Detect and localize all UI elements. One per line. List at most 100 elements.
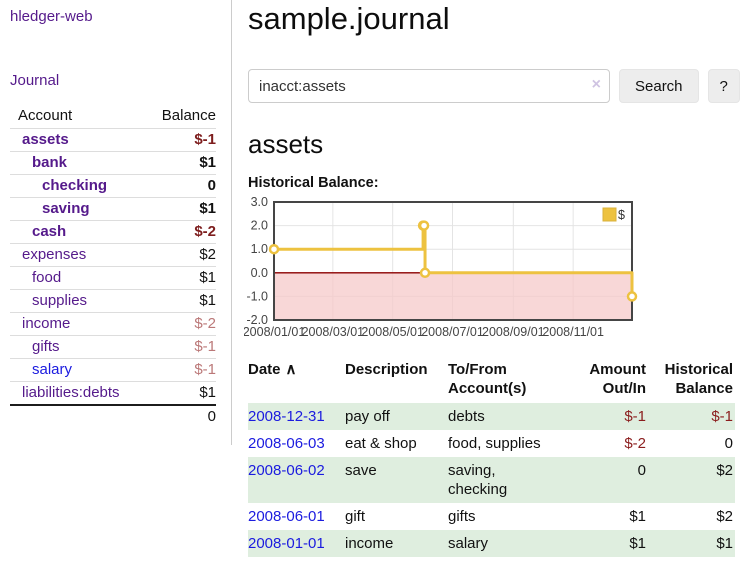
account-link-income[interactable]: income	[22, 315, 71, 332]
account-cell: assets	[10, 128, 148, 152]
transaction-date-cell: 2008-06-01	[248, 503, 345, 530]
account-link-supplies[interactable]: supplies	[32, 292, 88, 309]
accounts-total-row: 0	[10, 404, 216, 428]
svg-text:2008/05/01: 2008/05/01	[361, 325, 424, 339]
chart-data-point	[418, 220, 430, 231]
account-link-food[interactable]: food	[32, 269, 62, 286]
hledger-web-app: hledger-web Journal Account Balance asse…	[0, 0, 740, 557]
account-cell: gifts	[10, 335, 148, 359]
transaction-row: 2008-06-03 eat & shop food, supplies $-2 0	[248, 430, 735, 457]
register-header-description: Description	[345, 358, 448, 403]
transaction-accounts: food, supplies	[448, 435, 541, 452]
transaction-date-link[interactable]: 2008-01-01	[248, 535, 325, 552]
transaction-description: gift	[345, 508, 366, 525]
svg-text:3.0: 3.0	[251, 197, 268, 209]
transaction-accounts: debts	[448, 408, 485, 425]
accounts-header-balance: Balance	[161, 107, 216, 124]
account-link-cash[interactable]: cash	[32, 223, 67, 240]
transaction-description: pay off	[345, 408, 390, 425]
accounts-table: Account Balance assets $-1 bank $1 checking 0…	[10, 104, 216, 428]
transaction-amount: $-1	[624, 408, 646, 425]
transaction-date-link[interactable]: 2008-06-01	[248, 508, 325, 525]
account-link-saving[interactable]: saving	[42, 200, 90, 217]
account-link-bank[interactable]: bank	[32, 154, 68, 171]
account-balance: $2	[147, 243, 216, 267]
account-cell: salary	[10, 358, 148, 382]
account-balance: $1	[147, 289, 216, 313]
accounts-total-spacer	[10, 404, 148, 428]
svg-text:2008/07/01: 2008/07/01	[421, 325, 484, 339]
chart-data-point	[626, 291, 638, 302]
search-input[interactable]	[248, 69, 610, 103]
transaction-date-link[interactable]: 2008-12-31	[248, 408, 325, 425]
chart-data-point	[268, 243, 280, 255]
help-button[interactable]: ?	[707, 69, 740, 103]
svg-text:-1.0: -1.0	[246, 289, 268, 303]
account-link-liabilities-debts[interactable]: liabilities:debts	[22, 384, 120, 401]
account-balance: $1	[147, 266, 216, 290]
account-balance: $-1	[147, 335, 216, 359]
accounts-header-row: Account Balance	[10, 104, 216, 129]
transaction-accounts: saving, checking	[448, 462, 508, 498]
account-row: supplies $1	[10, 289, 216, 313]
account-balance: $-2	[147, 220, 216, 244]
transaction-balance: $1	[716, 535, 733, 552]
transaction-row: 2008-06-02 save saving, checking 0 $2	[248, 457, 735, 503]
account-link-assets[interactable]: assets	[22, 131, 69, 148]
account-row: bank $1	[10, 151, 216, 175]
register-header-row: Date ∧ Description To/From Account(s) Amount O…	[248, 358, 735, 403]
sidebar-item-journal[interactable]: Journal	[10, 72, 60, 89]
account-row: assets $-1	[10, 128, 216, 152]
transaction-date-link[interactable]: 2008-06-02	[248, 462, 325, 479]
account-cell: liabilities:debts	[10, 381, 148, 405]
account-balance: $1	[147, 381, 216, 405]
chart-legend-label: $	[618, 208, 625, 222]
register-header-label: Balance	[675, 380, 733, 397]
svg-text:2008/01/01: 2008/01/01	[244, 325, 305, 339]
transaction-amount: $1	[629, 535, 646, 552]
chart-negative-region	[274, 272, 632, 320]
account-row: liabilities:debts $1	[10, 381, 216, 405]
account-cell: cash	[10, 220, 148, 244]
transaction-date-link[interactable]: 2008-06-03	[248, 435, 325, 452]
account-cell: saving	[10, 197, 148, 221]
register-header-label: Account(s)	[448, 380, 527, 397]
page-title: sample.journal	[248, 1, 450, 36]
account-link-expenses[interactable]: expenses	[22, 246, 87, 263]
account-balance: $-1	[147, 358, 216, 382]
account-balance: $1	[147, 151, 216, 175]
account-link-gifts[interactable]: gifts	[32, 338, 60, 355]
account-heading: assets	[248, 129, 324, 159]
register-header-label: Historical	[664, 361, 733, 378]
svg-text:1.0: 1.0	[251, 242, 268, 256]
account-cell: supplies	[10, 289, 148, 313]
transaction-amount: 0	[637, 462, 646, 479]
register-header-balance: Historical Balance	[648, 358, 735, 403]
account-row: gifts $-1	[10, 335, 216, 359]
transaction-date-cell: 2008-12-31	[248, 403, 345, 430]
sort-ascending-icon: ∧	[285, 361, 297, 378]
search-form: × Search ?	[248, 69, 740, 103]
register-header-date[interactable]: Date ∧	[248, 358, 345, 403]
sidebar: hledger-web Journal Account Balance asse…	[0, 0, 232, 445]
svg-text:2008/09/01: 2008/09/01	[482, 325, 545, 339]
search-button[interactable]: Search	[619, 69, 699, 103]
account-link-checking[interactable]: checking	[42, 177, 108, 194]
transaction-row: 2008-01-01 income salary $1 $1	[248, 530, 735, 557]
app-title-link[interactable]: hledger-web	[10, 8, 93, 25]
account-cell: checking	[10, 174, 148, 198]
accounts-header-account: Account	[18, 107, 73, 124]
transaction-balance: $2	[716, 462, 733, 479]
clear-search-icon[interactable]: ×	[591, 76, 601, 93]
transaction-date-cell: 2008-06-03	[248, 430, 345, 457]
svg-text:-2.0: -2.0	[246, 313, 268, 327]
account-balance: $1	[147, 197, 216, 221]
transaction-balance: $-1	[711, 408, 733, 425]
account-cell: expenses	[10, 243, 148, 267]
account-link-salary[interactable]: salary	[32, 361, 73, 378]
register-header-amount: Amount Out/In	[563, 358, 648, 403]
svg-text:2.0: 2.0	[251, 219, 268, 233]
transaction-balance: 0	[724, 435, 733, 452]
account-row: food $1	[10, 266, 216, 290]
register-header-label: Date	[248, 361, 281, 378]
